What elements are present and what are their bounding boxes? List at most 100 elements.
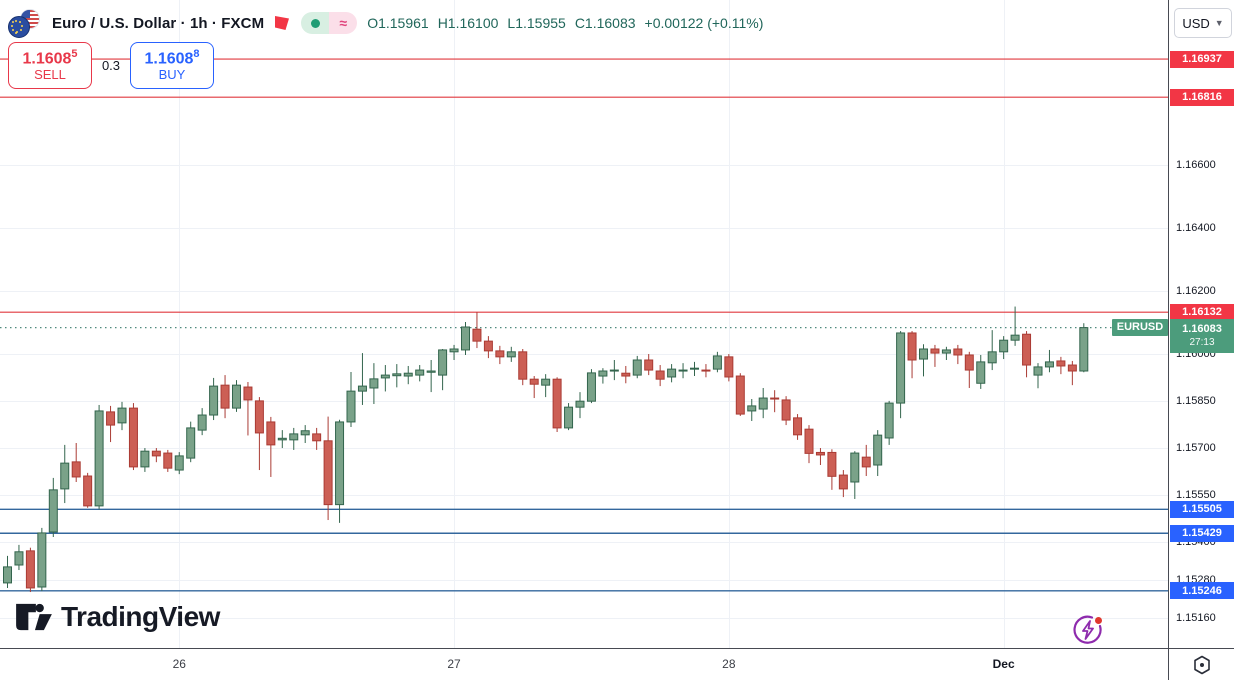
candle-body [312, 433, 322, 442]
currency-selector[interactable]: USD ▼ [1174, 8, 1232, 38]
candle-body [94, 410, 104, 507]
candle-body [896, 332, 906, 404]
price-axis-label: 1.16400 [1176, 221, 1216, 234]
last-price-label[interactable]: 1.16083 27:13 [1170, 318, 1234, 353]
eu-flag-icon [8, 16, 30, 38]
candle-body [1079, 327, 1089, 372]
candle-body [644, 359, 654, 371]
candle-body [60, 462, 70, 490]
candle-body [850, 452, 860, 483]
candle-body [701, 369, 711, 372]
candle-body [186, 427, 196, 459]
candle-body [277, 437, 287, 441]
buy-button[interactable]: 1.16088 BUY [130, 42, 214, 89]
delayed-data-flag-icon[interactable] [274, 15, 291, 31]
candle-body [793, 417, 803, 436]
candle-body [232, 384, 241, 409]
market-open-dot-icon [301, 12, 330, 34]
candle-body [209, 385, 219, 416]
candle-body [964, 354, 974, 371]
candle-body [106, 411, 116, 426]
sell-button[interactable]: 1.16085 SELL [8, 42, 92, 89]
candle-body [804, 428, 814, 454]
candle-body [380, 374, 390, 379]
support-price-label[interactable]: 1.15246 [1170, 582, 1234, 600]
candle-body [586, 372, 596, 402]
market-status-pill[interactable]: ≈ [301, 12, 358, 34]
candle-body [163, 452, 173, 469]
symbol-title[interactable]: Euro / U.S. Dollar · 1h · FXCM [52, 14, 265, 32]
candle-body [243, 386, 253, 401]
price-axis-label: 1.15550 [1176, 489, 1216, 502]
chart-pane[interactable]: Euro / U.S. Dollar · 1h · FXCM ≈ O1.1596… [0, 0, 1168, 648]
candle-body [1010, 334, 1020, 341]
approx-prices-icon: ≈ [329, 12, 358, 34]
ohlc-high: H1.16100 [437, 15, 499, 31]
candle-body [83, 475, 93, 507]
currency-label: USD [1182, 15, 1210, 31]
support-price-label[interactable]: 1.15505 [1170, 500, 1234, 518]
candle-body [461, 326, 470, 351]
ohlc-open: O1.15961 [367, 15, 429, 31]
resistance-price-label[interactable]: 1.16132 [1170, 303, 1234, 321]
symbol-logo[interactable] [8, 9, 42, 38]
trade-panel: 1.16085 SELL 0.3 1.16088 BUY [8, 42, 214, 89]
candle-body [3, 566, 12, 584]
last-price-value: 1.16083 [1182, 322, 1222, 335]
candle-body [300, 430, 310, 436]
candle-body [197, 414, 207, 431]
candle-body [506, 351, 516, 358]
candle-body [941, 349, 951, 354]
sell-price-fraction: 5 [71, 47, 78, 60]
price-axis-label: 1.15850 [1176, 394, 1216, 407]
candle-body [335, 421, 345, 506]
candle-body [1067, 364, 1077, 372]
candle-body [392, 373, 402, 377]
support-price-label[interactable]: 1.15429 [1170, 524, 1234, 542]
candle-body [873, 434, 883, 466]
buy-price: 1.1608 [144, 50, 194, 67]
candlestick-chart[interactable] [0, 0, 1168, 648]
candle-body [838, 474, 848, 490]
resistance-price-label[interactable]: 1.16937 [1170, 50, 1234, 68]
candle-body [48, 489, 58, 533]
candle-body [690, 367, 699, 370]
price-axis[interactable]: USD ▼ 1.16600 1.16400 1.16200 1.16000 1.1585… [1168, 0, 1234, 648]
candle-body [323, 440, 333, 506]
candle-body [403, 372, 413, 377]
candle-body [655, 370, 665, 380]
price-axis-label: 1.16600 [1176, 159, 1216, 172]
candle-body [724, 356, 734, 378]
instant-trading-button[interactable] [1071, 613, 1105, 647]
candle-body [541, 378, 551, 386]
candle-body [426, 370, 436, 373]
candle-body [117, 407, 127, 424]
candle-body [128, 407, 138, 468]
candle-body [598, 370, 608, 377]
candle-body [37, 532, 47, 588]
candle-body [483, 340, 493, 352]
chevron-down-icon: ▼ [1214, 18, 1224, 28]
candle-body [758, 397, 768, 410]
chart-legend: Euro / U.S. Dollar · 1h · FXCM ≈ O1.1596… [8, 9, 763, 38]
candle-body [712, 355, 722, 370]
candle-body [919, 348, 928, 360]
candle-body [976, 361, 986, 384]
candle-body [564, 406, 574, 429]
resistance-price-label[interactable]: 1.16816 [1170, 88, 1234, 106]
time-axis-label: Dec [992, 657, 1015, 671]
time-axis[interactable]: 26 27 28 Dec [0, 648, 1234, 680]
candle-body [609, 369, 619, 372]
candle-body [815, 451, 825, 456]
axis-corner[interactable] [1168, 649, 1234, 680]
candle-body [1022, 333, 1032, 366]
time-axis-label: 28 [722, 657, 736, 671]
bar-countdown: 27:13 [1189, 337, 1215, 349]
candle-body [953, 348, 963, 356]
candle-body [369, 378, 379, 389]
candle-body [357, 385, 367, 392]
settings-hexagon-icon [1194, 655, 1210, 675]
price-axis-label: 1.16200 [1176, 284, 1216, 297]
symbol-price-tag[interactable]: EURUSD [1112, 318, 1168, 336]
